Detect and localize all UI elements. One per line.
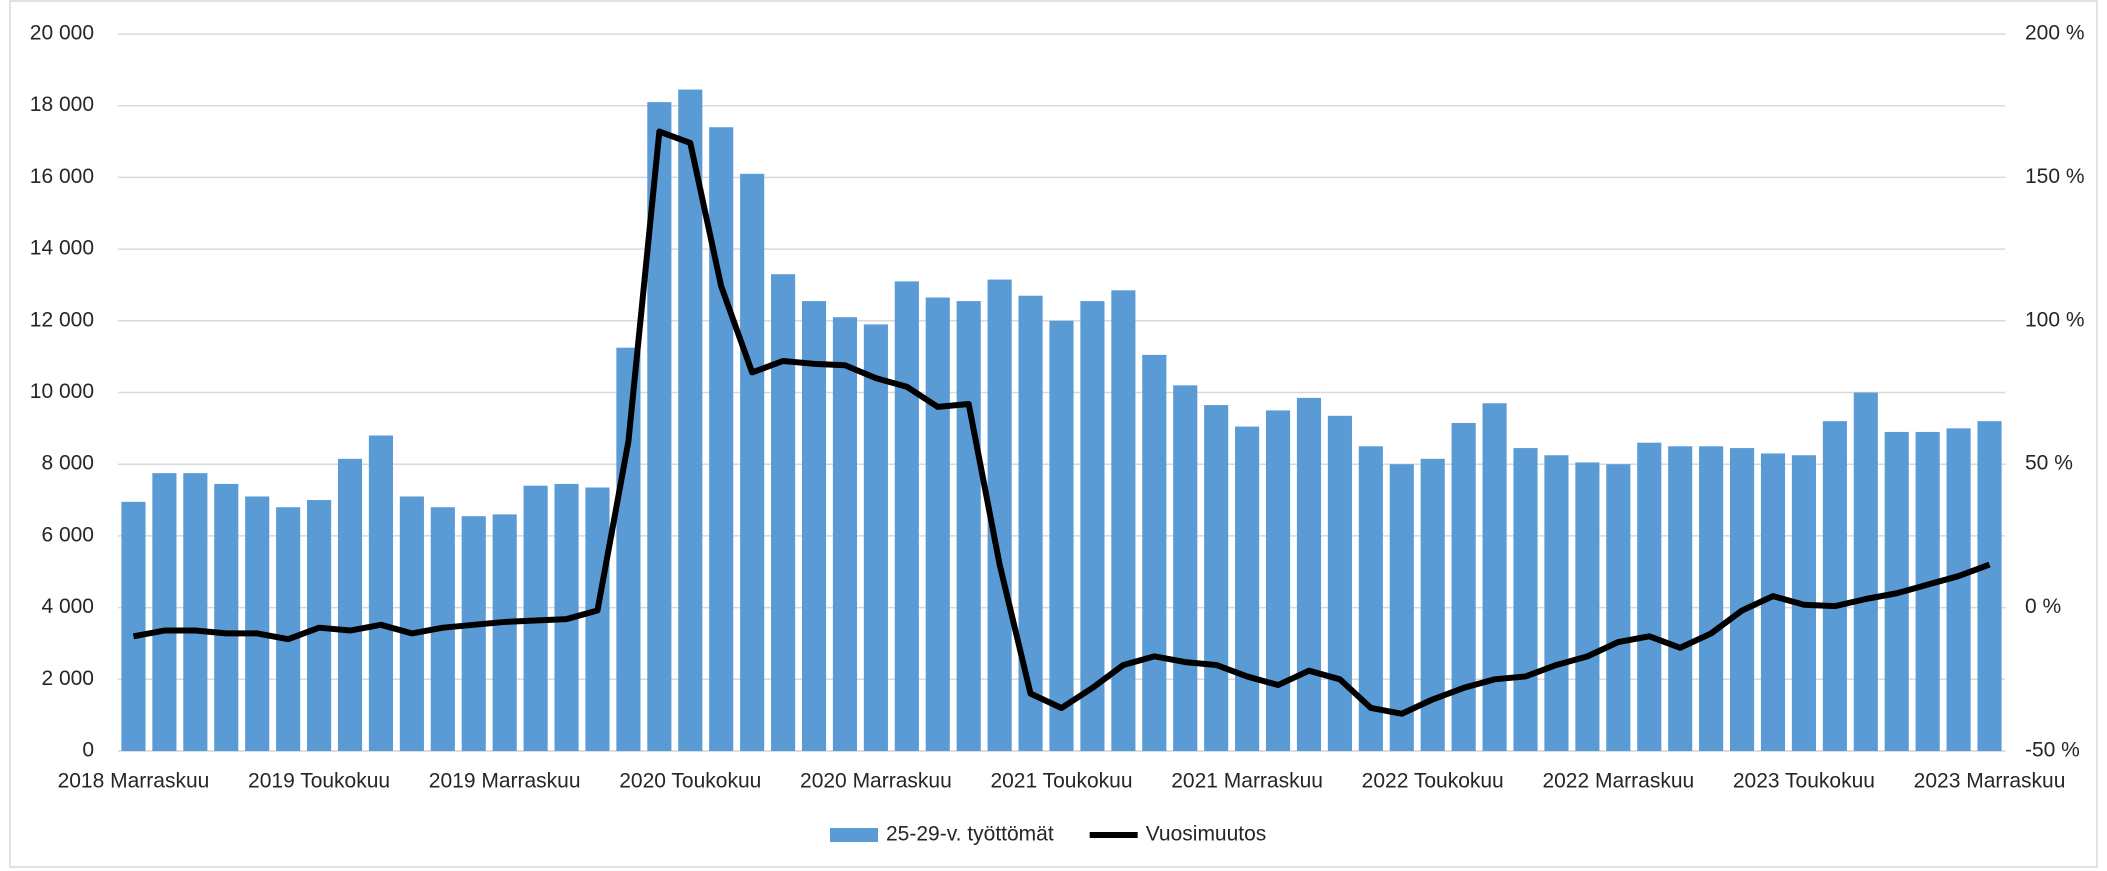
- bar: [1606, 464, 1631, 751]
- y-tick-label: 2 000: [41, 667, 94, 690]
- y-tick-label: 8 000: [41, 452, 94, 475]
- bar: [1235, 426, 1260, 751]
- y-tick-label: 0: [82, 739, 94, 762]
- y-tick-label: 20 000: [30, 22, 94, 45]
- bar: [1080, 301, 1105, 751]
- x-tick-label: 2019 Toukokuu: [248, 770, 390, 793]
- bar: [956, 301, 981, 751]
- bar: [1668, 446, 1693, 751]
- bar: [1389, 464, 1414, 751]
- y-tick-label: 12 000: [30, 308, 94, 331]
- bar: [1142, 354, 1167, 751]
- bar: [1699, 446, 1724, 751]
- bar: [1111, 290, 1136, 751]
- x-tick-label: 2022 Toukokuu: [1362, 770, 1504, 793]
- x-tick-label: 2020 Marraskuu: [800, 770, 952, 793]
- bar: [771, 274, 796, 751]
- x-tick-label: 2022 Marraskuu: [1542, 770, 1694, 793]
- legend-label: 25-29-v. työttömät: [886, 823, 1054, 846]
- y2-tick-label: 200 %: [2025, 22, 2085, 45]
- bar: [863, 324, 888, 751]
- x-tick-label: 2023 Marraskuu: [1914, 770, 2066, 793]
- bar: [1853, 392, 1878, 751]
- bar: [1420, 458, 1445, 751]
- y-tick-label: 10 000: [30, 380, 94, 403]
- legend-label: Vuosimuutos: [1146, 823, 1267, 846]
- bar: [276, 507, 301, 751]
- x-tick-label: 2023 Toukokuu: [1733, 770, 1875, 793]
- x-tick-label: 2020 Toukokuu: [619, 770, 761, 793]
- y-tick-label: 14 000: [30, 237, 94, 260]
- bar: [1513, 448, 1538, 751]
- bar: [1482, 403, 1507, 751]
- bar: [1544, 455, 1569, 751]
- bar: [1915, 431, 1940, 751]
- bar: [1451, 422, 1476, 751]
- x-tick-label: 2018 Marraskuu: [58, 770, 210, 793]
- bar: [1822, 421, 1847, 751]
- bar: [585, 487, 610, 751]
- bar: [1204, 405, 1229, 751]
- x-tick-label: 2021 Toukokuu: [990, 770, 1132, 793]
- bar: [1296, 397, 1322, 751]
- bar: [1049, 320, 1074, 751]
- bar: [801, 301, 827, 751]
- bar: [894, 281, 919, 751]
- bar: [183, 473, 208, 751]
- bar: [368, 435, 394, 751]
- bar: [832, 317, 858, 751]
- bar: [461, 516, 486, 751]
- y2-tick-label: 50 %: [2025, 452, 2073, 475]
- bar: [616, 347, 641, 751]
- bar: [1946, 428, 1971, 751]
- bar: [709, 127, 734, 751]
- bar: [740, 173, 765, 751]
- y-tick-label: 6 000: [41, 523, 94, 546]
- y2-tick-label: 0 %: [2025, 595, 2061, 618]
- bar: [337, 458, 363, 751]
- y2-tick-label: -50 %: [2025, 739, 2080, 762]
- bar: [678, 89, 703, 751]
- y2-tick-label: 100 %: [2025, 308, 2085, 331]
- line: [132, 128, 1991, 717]
- bar: [1173, 385, 1198, 751]
- bar: [492, 514, 517, 751]
- y-tick-label: 18 000: [30, 93, 94, 116]
- bar: [1575, 462, 1600, 751]
- bar: [1637, 442, 1662, 751]
- bar: [214, 483, 239, 751]
- y2-tick-label: 150 %: [2025, 165, 2085, 188]
- x-tick-label: 2021 Marraskuu: [1171, 770, 1323, 793]
- bar: [1265, 410, 1291, 751]
- bar: [925, 297, 950, 751]
- bar: [1018, 295, 1043, 751]
- bar: [245, 496, 270, 751]
- bar: [1327, 415, 1352, 751]
- y-tick-label: 16 000: [30, 165, 94, 188]
- bar: [152, 473, 177, 751]
- y-tick-label: 4 000: [41, 595, 94, 618]
- legend-swatch: [830, 828, 878, 842]
- bar: [399, 496, 424, 751]
- bar: [121, 501, 146, 751]
- x-tick-label: 2019 Marraskuu: [429, 770, 581, 793]
- bar: [1729, 448, 1755, 751]
- bar: [1977, 421, 2002, 751]
